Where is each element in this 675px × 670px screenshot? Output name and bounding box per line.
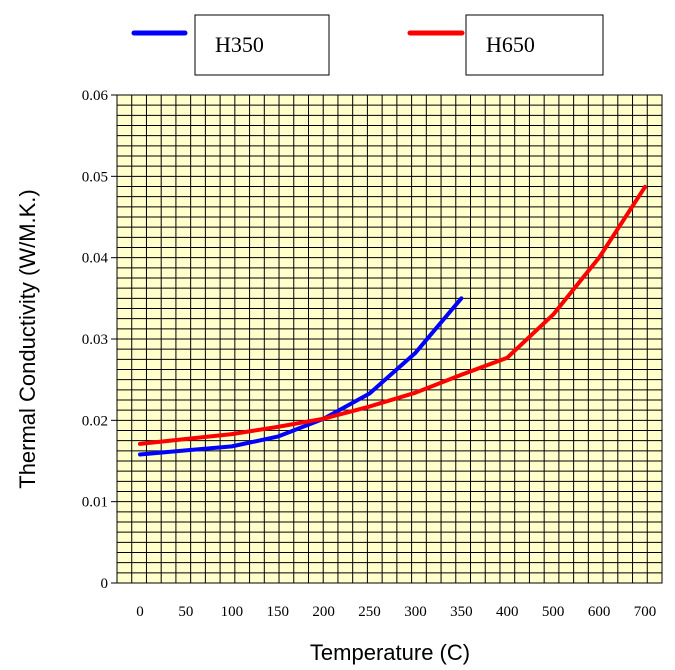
x-tick-label: 350 [450, 604, 473, 620]
legend: H350 H650 [131, 14, 604, 76]
y-tick-labels: 0 0.01 0.02 0.03 0.04 0.05 0.06 [82, 88, 117, 592]
x-axis-label: Temperature (C) [310, 640, 470, 665]
x-tick-label: 700 [634, 604, 657, 620]
y-tick-label: 0.06 [82, 88, 109, 104]
legend-box [465, 14, 604, 76]
x-tick-label: 200 [312, 604, 335, 620]
x-tick-labels: 0 50 100 150 200 250 300 350 400 500 600 700 [136, 604, 656, 620]
series-line-h350 [138, 296, 464, 457]
series-line-h650 [138, 184, 647, 446]
series-h650 [138, 184, 647, 446]
y-tick-label: 0.03 [82, 332, 108, 348]
x-tick-label: 50 [178, 604, 193, 620]
x-tick-label: 600 [588, 604, 611, 620]
x-tick-label: 400 [496, 604, 519, 620]
y-tick-label: 0 [101, 576, 109, 592]
legend-label: H350 [215, 32, 264, 57]
series-lines [138, 184, 647, 457]
legend-item-h650: H650 [407, 14, 604, 76]
legend-label: H650 [486, 32, 535, 57]
legend-box [194, 14, 330, 76]
y-axis-label: Thermal Conductivity (W/M.K.) [15, 189, 40, 489]
x-tick-label: 100 [221, 604, 244, 620]
grid [117, 95, 662, 583]
x-tick-label: 150 [266, 604, 289, 620]
y-tick-label: 0.02 [82, 413, 108, 429]
y-tick-label: 0.05 [82, 169, 108, 185]
x-tick-label: 250 [358, 604, 381, 620]
y-tick-label: 0.04 [82, 251, 109, 267]
x-tick-label: 0 [136, 604, 144, 620]
legend-item-h350: H350 [131, 14, 330, 76]
y-tick-label: 0.01 [82, 495, 108, 511]
x-tick-label: 300 [404, 604, 427, 620]
x-tick-label: 500 [542, 604, 565, 620]
series-h350 [138, 296, 464, 457]
